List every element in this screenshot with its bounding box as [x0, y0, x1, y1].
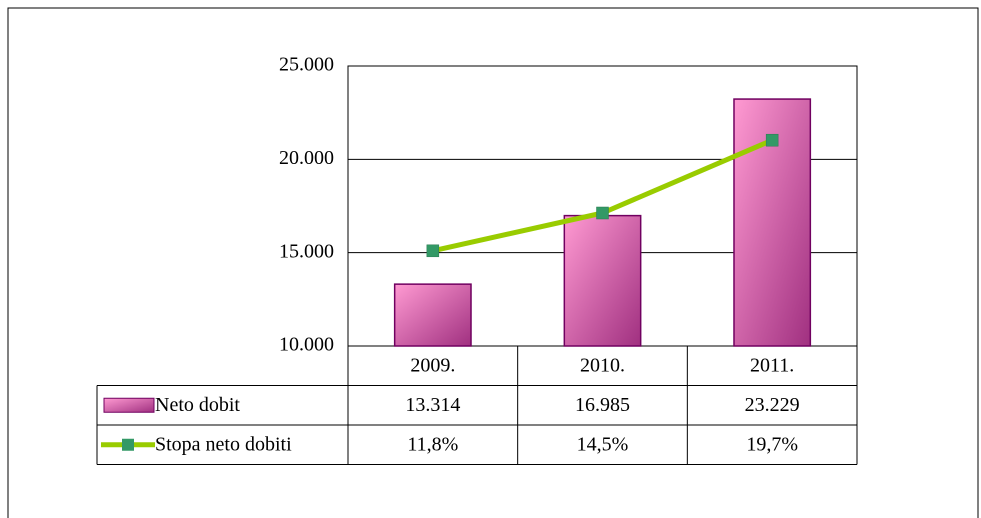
chart-border — [7, 7, 979, 518]
bar — [393, 283, 472, 347]
bar — [563, 214, 642, 347]
x-tick-label: 2011. — [750, 354, 794, 376]
line-marker — [596, 206, 609, 220]
line-marker — [765, 133, 779, 147]
table-value: 11,8% — [407, 433, 458, 455]
table-value: 23.229 — [745, 394, 800, 416]
x-tick-label: 2010. — [580, 354, 625, 376]
x-tick-label: 2009. — [410, 354, 455, 376]
table-value: 16.985 — [575, 394, 630, 416]
table-value: 13.314 — [405, 394, 460, 416]
y-tick-label: 20.000 — [279, 147, 334, 169]
legend-swatch — [103, 397, 155, 413]
table-value: 14,5% — [577, 433, 629, 455]
y-tick-label: 15.000 — [279, 240, 334, 262]
table-value: 19,7% — [746, 433, 798, 455]
legend-label: Neto dobit — [155, 394, 240, 416]
y-tick-label: 25.000 — [279, 54, 334, 76]
legend-marker — [122, 438, 134, 451]
y-tick-label: 10.000 — [279, 334, 334, 356]
legend-label: Stopa neto dobiti — [155, 433, 292, 455]
line-marker — [426, 244, 440, 258]
